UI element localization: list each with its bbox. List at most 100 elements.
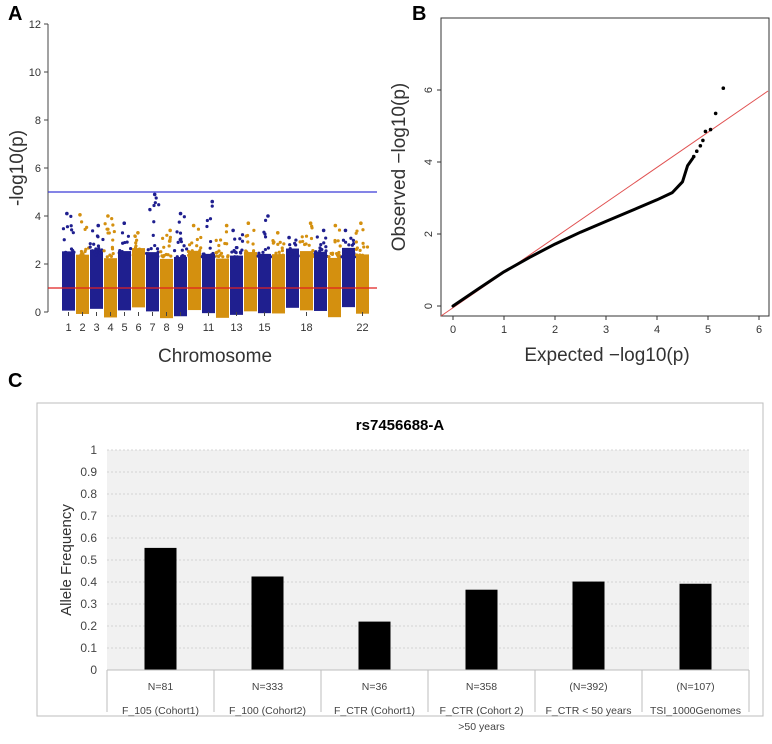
y-tick-label: 0.9 [80,465,97,479]
manhattan-point [69,224,73,228]
manhattan-top-point [287,235,291,240]
manhattan-point [349,236,353,240]
manhattan-top-point [359,221,363,225]
manhattan-point [201,253,205,258]
manhattan-y-label: -log10(p) [7,130,28,206]
manhattan-point [355,253,359,257]
qq-plot-frame [440,17,770,317]
manhattan-point [288,246,292,251]
manhattan-point [274,251,278,255]
manhattan-top-point [65,211,69,216]
manhattan-point [165,233,169,237]
manhattan-top-point [275,231,280,235]
manhattan-point [224,230,229,234]
manhattan-point [244,255,248,259]
manhattan-point [65,225,70,229]
manhattan-point [167,244,171,248]
manhattan-point [155,247,160,251]
chromosome-7-dense-band [146,252,159,312]
manhattan-point [318,249,322,253]
category-count: N=333 [252,681,283,693]
panel-label-a: A [8,3,22,25]
manhattan-top-point [152,192,157,197]
bar [358,621,391,670]
manhattan-point [90,249,95,253]
qq-y-ticks: 0 2 4 6 [423,87,441,309]
manhattan-point [294,238,298,242]
category-count: N=358 [466,681,497,693]
chromosome-13-points [230,228,245,315]
manhattan-point [125,240,129,244]
manhattan-point [354,231,358,235]
manhattan-point [162,245,166,249]
chromosome-22-points [354,221,370,314]
manhattan-y-tick-label: 0 [35,307,41,319]
manhattan-point [306,254,311,259]
y-ticks: 0 0.1 0.2 0.3 0.4 0.5 0.6 0.7 0.8 0.9 1 [80,443,97,677]
manhattan-point [119,252,123,256]
chromosome-2-points [76,213,91,314]
manhattan-point [282,242,286,246]
y-tick-label: 0.3 [80,597,97,611]
manhattan-point [280,249,285,253]
manhattan-point [252,252,256,256]
manhattan-point [212,255,216,259]
manhattan-point [126,254,130,259]
qq-point [701,138,705,143]
qq-x-tick-label: 5 [705,324,711,336]
manhattan-x-ticks: 1 2 3 4 5 6 7 8 9 11 13 15 18 22 [65,312,369,334]
chromosome-16-points [271,231,286,314]
panel-label-c: C [8,370,22,392]
manhattan-point [215,250,219,254]
manhattan-point [238,237,242,241]
manhattan-point [245,250,249,254]
qq-point [703,129,708,134]
manhattan-point [94,253,98,257]
manhattan-point [288,243,292,247]
y-tick-label: 0.2 [80,619,97,633]
manhattan-point [335,253,340,257]
manhattan-point [338,244,342,248]
manhattan-point [83,227,87,231]
chromosome-11-points [200,199,216,314]
chromosome-10-dense-band [188,250,201,311]
manhattan-point [358,248,362,253]
manhattan-point [178,231,183,235]
manhattan-point [96,244,101,248]
manhattan-point [310,226,314,230]
y-tick-label: 0.5 [80,553,97,567]
bar [572,581,605,670]
manhattan-x-label: Chromosome [158,346,272,367]
manhattan-point [79,252,84,256]
manhattan-point [154,196,158,200]
manhattan-point [126,234,131,238]
qq-x-tick-label: 0 [450,324,456,336]
manhattan-point [97,246,101,251]
manhattan-top-point [96,223,101,228]
category-label: F_CTR (Cohort 2) [439,705,523,717]
category-table: N=81 F_105 (Cohort1) N=333 F_100 (Cohort2) N… [106,669,750,733]
manhattan-point [190,241,194,245]
manhattan-point [137,247,142,251]
category-label: F_100 (Cohort2) [229,705,306,717]
manhattan-point [133,234,137,239]
manhattan-point [337,228,342,232]
manhattan-point [211,251,215,256]
manhattan-point [156,254,160,259]
manhattan-point [341,238,346,242]
manhattan-point [358,253,362,257]
chromosome-19-points [313,228,329,311]
manhattan-point [257,251,261,255]
y-tick-label: 0.6 [80,531,97,545]
bars [144,547,712,670]
manhattan-point [250,255,254,259]
manhattan-point [233,255,237,259]
manhattan-point [252,228,256,232]
manhattan-top-point [78,213,82,217]
manhattan-point [152,220,156,224]
qq-y-tick-label: 0 [423,303,435,309]
manhattan-point [206,254,210,259]
manhattan-point [187,255,191,259]
qq-x-tick-label: 6 [756,324,762,336]
